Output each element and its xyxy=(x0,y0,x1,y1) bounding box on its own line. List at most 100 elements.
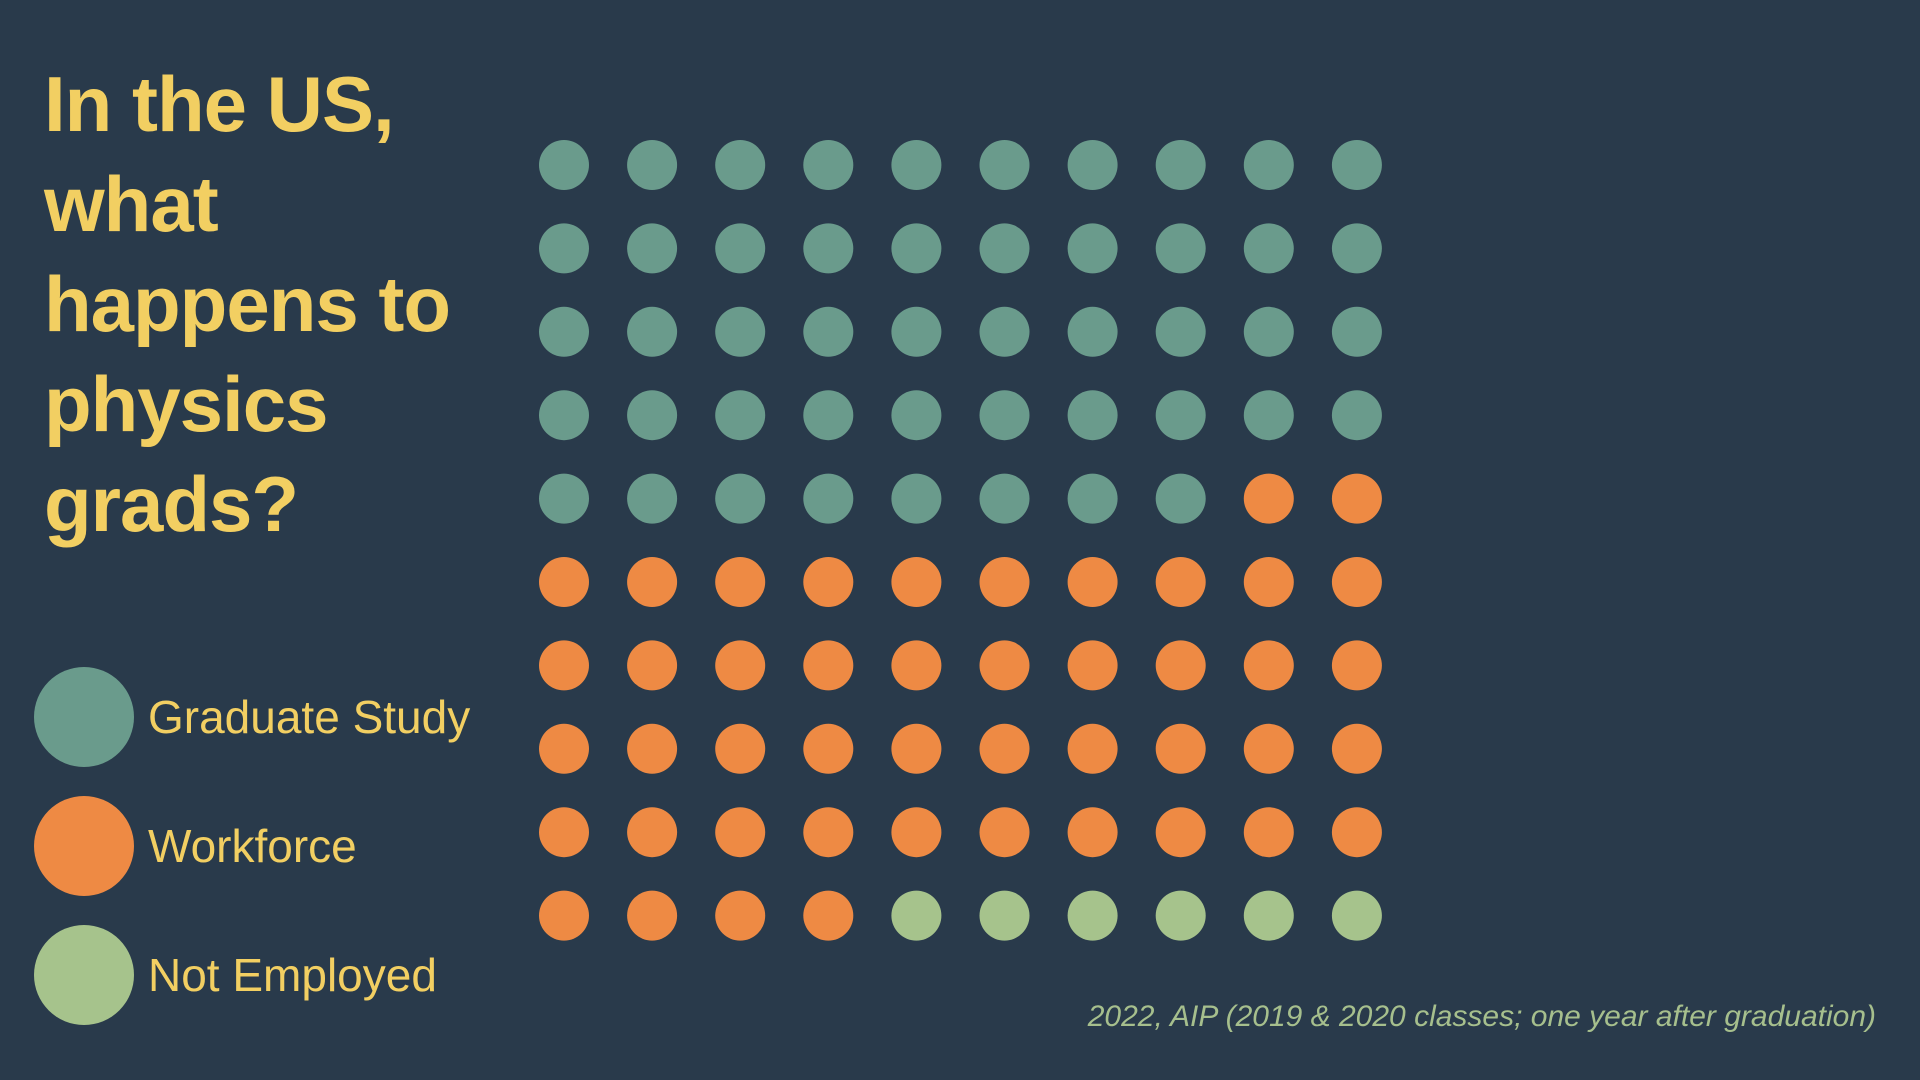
waffle-dot-workforce xyxy=(891,557,942,607)
waffle-dot-graduate-study xyxy=(715,473,766,524)
waffle-dot-workforce xyxy=(539,890,589,941)
waffle-dot-graduate-study xyxy=(715,306,766,357)
waffle-dot-graduate-study xyxy=(539,223,589,274)
waffle-dot-not-employed xyxy=(1155,890,1206,941)
waffle-dot-workforce xyxy=(1155,723,1206,774)
waffle-dot-workforce xyxy=(1067,640,1118,691)
waffle-dot-graduate-study xyxy=(1067,223,1118,274)
waffle-dot-graduate-study xyxy=(1155,390,1206,441)
waffle-dot-graduate-study xyxy=(715,390,766,441)
waffle-dot-graduate-study xyxy=(1155,140,1206,190)
waffle-dot-workforce xyxy=(803,890,854,941)
waffle-dot-not-employed xyxy=(979,890,1030,941)
waffle-dot-workforce xyxy=(715,807,766,858)
waffle-dot-graduate-study xyxy=(1155,223,1206,274)
waffle-dot-workforce xyxy=(539,557,589,607)
waffle-dot-not-employed xyxy=(1067,890,1118,941)
waffle-dot-graduate-study xyxy=(539,390,589,441)
legend-label-not-employed: Not Employed xyxy=(148,949,437,1001)
waffle-dot-workforce xyxy=(1243,807,1294,858)
waffle-dot-workforce xyxy=(627,640,678,691)
waffle-dot-graduate-study xyxy=(1243,306,1294,357)
waffle-dot-graduate-study xyxy=(803,223,854,274)
legend-label-graduate-study: Graduate Study xyxy=(148,691,471,743)
waffle-dot-graduate-study xyxy=(715,140,766,190)
waffle-dot-graduate-study xyxy=(1331,140,1382,190)
waffle-dot-workforce xyxy=(1155,640,1206,691)
waffle-dot-not-employed xyxy=(1243,890,1294,941)
waffle-dot-not-employed xyxy=(1331,890,1382,941)
waffle-dot-workforce xyxy=(1243,557,1294,607)
waffle-dot-not-employed xyxy=(891,890,942,941)
waffle-dot-graduate-study xyxy=(715,223,766,274)
waffle-dot-workforce xyxy=(627,557,678,607)
waffle-dot-workforce xyxy=(803,640,854,691)
waffle-dot-graduate-study xyxy=(979,390,1030,441)
waffle-dot-graduate-study xyxy=(1331,223,1382,274)
waffle-dot-workforce xyxy=(891,640,942,691)
waffle-dot-graduate-study xyxy=(979,223,1030,274)
waffle-dot-graduate-study xyxy=(979,306,1030,357)
waffle-dot-workforce xyxy=(803,723,854,774)
waffle-dot-workforce xyxy=(1331,807,1382,858)
waffle-dot-graduate-study xyxy=(539,473,589,524)
waffle-dot-workforce xyxy=(715,723,766,774)
waffle-dot-graduate-study xyxy=(891,473,942,524)
waffle-dot-graduate-study xyxy=(803,390,854,441)
waffle-dot-workforce xyxy=(979,723,1030,774)
waffle-dot-workforce xyxy=(1067,723,1118,774)
waffle-dot-workforce xyxy=(1155,557,1206,607)
source-note: 2022, AIP (2019 & 2020 classes; one year… xyxy=(1087,1000,1876,1033)
waffle-dot-graduate-study xyxy=(1067,390,1118,441)
waffle-dot-workforce xyxy=(1331,723,1382,774)
waffle-dot-graduate-study xyxy=(1067,473,1118,524)
waffle-dot-graduate-study xyxy=(979,140,1030,190)
waffle-dot-graduate-study xyxy=(1243,390,1294,441)
legend-swatch-graduate-study xyxy=(34,667,134,767)
waffle-dot-workforce xyxy=(1243,473,1294,524)
waffle-dot-workforce xyxy=(979,807,1030,858)
legend-swatch-not-employed xyxy=(34,925,134,1025)
waffle-dot-workforce xyxy=(803,557,854,607)
waffle-dot-graduate-study xyxy=(803,140,854,190)
waffle-dot-graduate-study xyxy=(1243,223,1294,274)
waffle-dot-graduate-study xyxy=(803,306,854,357)
waffle-dot-workforce xyxy=(979,640,1030,691)
waffle-dot-workforce xyxy=(1067,807,1118,858)
legend-item-workforce: Workforce xyxy=(34,796,494,896)
waffle-dot-graduate-study xyxy=(627,473,678,524)
waffle-dot-workforce xyxy=(627,807,678,858)
waffle-dot-workforce xyxy=(627,723,678,774)
waffle-dot-graduate-study xyxy=(1067,140,1118,190)
waffle-dot-graduate-study xyxy=(1067,306,1118,357)
waffle-dot-graduate-study xyxy=(539,140,589,190)
waffle-dot-graduate-study xyxy=(891,306,942,357)
waffle-dot-workforce xyxy=(1331,473,1382,524)
chart-title: In the US, what happens to physics grads… xyxy=(44,60,451,548)
waffle-dot-graduate-study xyxy=(1331,390,1382,441)
waffle-dot-workforce xyxy=(1331,557,1382,607)
waffle-dot-workforce xyxy=(715,890,766,941)
waffle-dot-workforce xyxy=(539,723,589,774)
waffle-dot-workforce xyxy=(715,557,766,607)
waffle-dot-graduate-study xyxy=(979,473,1030,524)
waffle-dot-workforce xyxy=(803,807,854,858)
waffle-dot-graduate-study xyxy=(539,306,589,357)
waffle-dot-workforce xyxy=(1155,807,1206,858)
legend-item-graduate-study: Graduate Study xyxy=(34,667,494,767)
waffle-dot-workforce xyxy=(1243,640,1294,691)
waffle-dot-graduate-study xyxy=(803,473,854,524)
legend-label-workforce: Workforce xyxy=(148,820,357,872)
waffle-dot-workforce xyxy=(715,640,766,691)
waffle-dot-workforce xyxy=(891,807,942,858)
waffle-dot-graduate-study xyxy=(627,140,678,190)
waffle-dot-graduate-study xyxy=(1243,140,1294,190)
waffle-dot-workforce xyxy=(539,807,589,858)
waffle-dot-workforce xyxy=(627,890,678,941)
waffle-dot-graduate-study xyxy=(627,390,678,441)
waffle-dot-graduate-study xyxy=(891,390,942,441)
waffle-dot-workforce xyxy=(1331,640,1382,691)
waffle-dot-graduate-study xyxy=(891,223,942,274)
